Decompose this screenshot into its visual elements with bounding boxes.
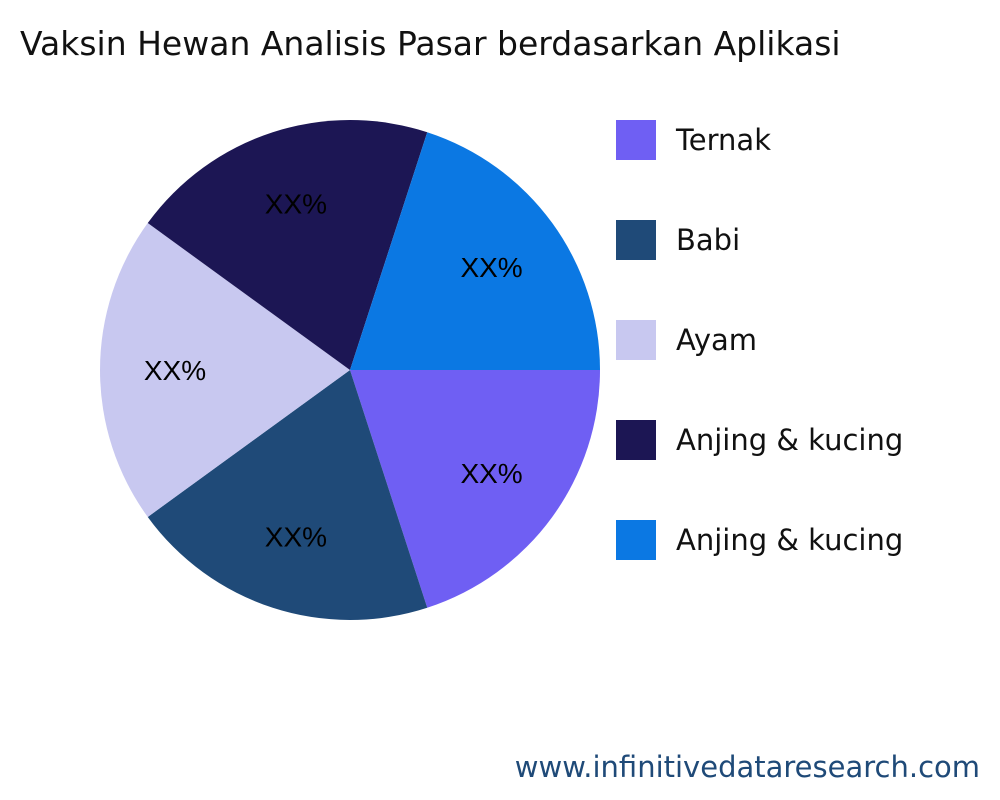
legend-item: Anjing & kucing bbox=[616, 420, 903, 460]
legend-swatch bbox=[616, 220, 656, 260]
pie-slice bbox=[350, 132, 600, 370]
legend-item: Babi bbox=[616, 220, 740, 260]
legend-item: Ternak bbox=[616, 120, 771, 160]
legend-swatch bbox=[616, 120, 656, 160]
website-footer[interactable]: www.infinitivedataresearch.com bbox=[514, 750, 980, 784]
pie-slice bbox=[100, 223, 350, 517]
legend-swatch bbox=[616, 320, 656, 360]
slice-data-label: XX% bbox=[460, 252, 522, 283]
legend-label: Anjing & kucing bbox=[676, 523, 904, 557]
slice-data-label: XX% bbox=[144, 355, 206, 386]
legend-label: Ternak bbox=[676, 123, 771, 157]
legend-label: Anjing & kucing bbox=[676, 423, 904, 457]
chart-title: Vaksin Hewan Analisis Pasar berdasarkan … bbox=[20, 24, 841, 63]
legend-swatch bbox=[616, 420, 656, 460]
legend-swatch bbox=[616, 520, 656, 560]
pie-slice bbox=[147, 120, 428, 370]
slice-data-label: XX% bbox=[265, 189, 327, 220]
slice-data-label: XX% bbox=[265, 521, 327, 552]
legend-label: Ayam bbox=[676, 323, 758, 357]
pie-slice bbox=[147, 370, 428, 620]
legend-item: Anjing & kucing bbox=[616, 520, 903, 560]
slice-data-label: XX% bbox=[460, 458, 522, 489]
pie-slice bbox=[350, 370, 600, 608]
legend-item: Ayam bbox=[616, 320, 757, 360]
legend-label: Babi bbox=[676, 223, 741, 257]
